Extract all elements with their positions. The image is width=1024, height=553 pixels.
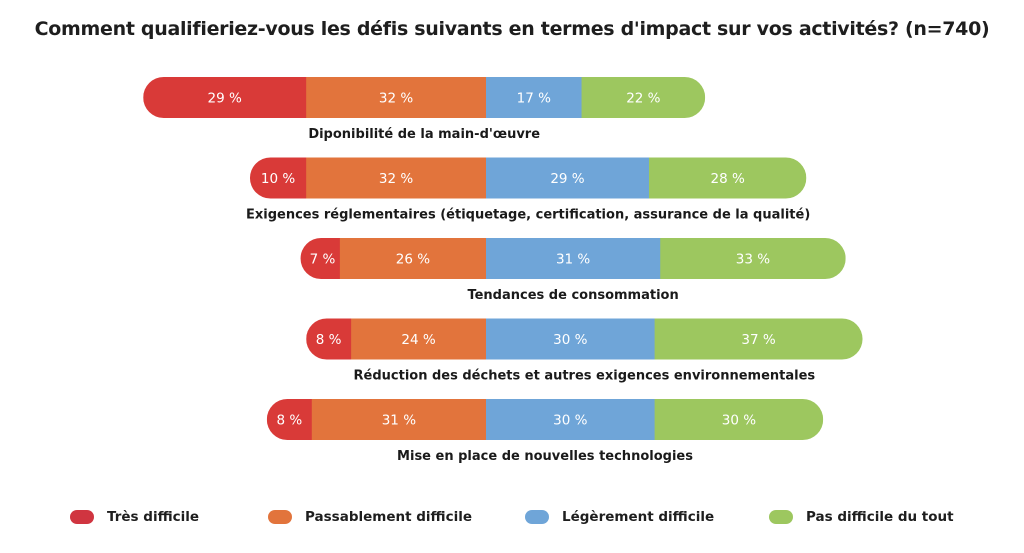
bar-segment — [306, 77, 487, 118]
bar-segment — [660, 238, 846, 279]
bar-segment — [143, 77, 307, 118]
data-label: 22 % — [626, 91, 660, 107]
legend-label: Légèrement difficile — [562, 509, 715, 525]
bar-segment — [654, 399, 824, 440]
data-label: 30 % — [553, 413, 587, 429]
bar-segment — [351, 318, 487, 360]
data-label: 17 % — [517, 91, 551, 107]
data-label: 31 % — [556, 252, 590, 268]
data-label: 24 % — [401, 332, 435, 348]
bar-segment — [311, 399, 487, 440]
bar-row: 29 % 32 % 17 % 22 % Diponibilité de la main-… — [143, 77, 706, 142]
legend-label: Très difficile — [107, 509, 200, 525]
category-label: Exigences réglementaires (étiquetage, ce… — [246, 208, 810, 223]
bar-segment — [486, 318, 656, 360]
legend-item-passablement-difficile: Passablement difficile — [268, 509, 472, 525]
bar-segment — [486, 238, 661, 279]
bar-row: 8 % 24 % 30 % 37 % Réduction des déchets et … — [306, 318, 863, 384]
bar-segment — [249, 157, 307, 199]
data-label: 32 % — [379, 91, 413, 107]
legend-swatch-tres-difficile — [70, 510, 94, 524]
bar-segment — [648, 157, 807, 199]
legend-swatch-pas-difficile-du-tout — [769, 510, 793, 524]
diverging-stacked-bar-chart: 29 % 32 % 17 % 22 % Diponibilité de la main-… — [143, 77, 863, 464]
bar-row: 7 % 26 % 31 % 33 % Tendances de consommation — [300, 238, 846, 303]
data-label: 10 % — [261, 171, 295, 187]
data-label: 8 % — [316, 332, 342, 348]
bar-segment — [654, 318, 863, 360]
bar-segment — [306, 318, 352, 360]
data-label: 29 % — [208, 91, 242, 107]
data-label: 29 % — [550, 171, 584, 187]
data-label: 7 % — [310, 252, 336, 268]
data-label: 28 % — [711, 171, 745, 187]
legend-swatch-passablement-difficile — [268, 510, 292, 524]
bar-segment — [339, 238, 487, 279]
legend-label: Pas difficile du tout — [806, 509, 954, 525]
category-label: Tendances de consommation — [467, 288, 678, 303]
data-label: 8 % — [276, 413, 302, 429]
bar-segment — [300, 238, 341, 279]
bar-segment — [486, 157, 650, 199]
bar-segment — [266, 399, 313, 440]
bar-segment — [486, 77, 583, 118]
legend-item-tres-difficile: Très difficile — [70, 509, 199, 525]
bar-segment — [581, 77, 706, 118]
category-label: Diponibilité de la main-d'œuvre — [308, 127, 540, 142]
data-label: 26 % — [396, 252, 430, 268]
bar-segment — [486, 399, 656, 440]
bar-segment — [306, 157, 487, 199]
category-label: Mise en place de nouvelles technologies — [397, 449, 693, 464]
data-label: 37 % — [741, 332, 775, 348]
legend-item-legerement-difficile: Légèrement difficile — [525, 509, 714, 525]
legend-label: Passablement difficile — [305, 509, 473, 525]
bar-row: 8 % 31 % 30 % 30 % Mise en place de nouvelle… — [266, 399, 824, 464]
data-label: 30 % — [722, 413, 756, 429]
data-label: 32 % — [379, 171, 413, 187]
category-label: Réduction des déchets et autres exigence… — [354, 369, 816, 384]
data-label: 33 % — [736, 252, 770, 268]
chart-title: Comment qualifieriez-vous les défis suiv… — [34, 18, 990, 40]
legend-item-pas-difficile-du-tout: Pas difficile du tout — [769, 509, 954, 525]
legend-swatch-legerement-difficile — [525, 510, 549, 524]
data-label: 31 % — [382, 413, 416, 429]
data-label: 30 % — [553, 332, 587, 348]
bar-row: 10 % 32 % 29 % 28 % Exigences réglementaires… — [246, 157, 810, 223]
legend: Très difficile Passablement difficile Lé… — [0, 509, 1024, 533]
